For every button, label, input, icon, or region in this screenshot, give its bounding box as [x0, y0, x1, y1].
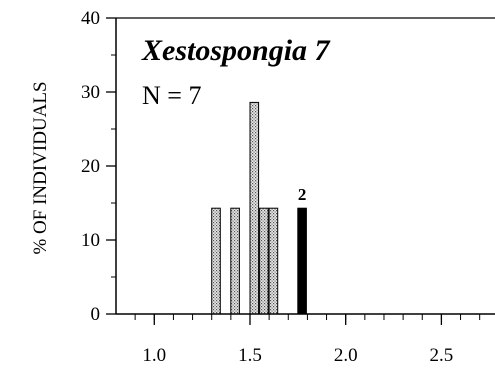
bar-1 [230, 207, 240, 315]
bar-0 [211, 207, 221, 315]
bars-group [211, 101, 307, 315]
y-tick-label-0: 0 [91, 304, 101, 325]
chart-title: Xestospongia 7 [141, 34, 331, 67]
bar-5 [297, 207, 307, 315]
y-axis-title: % OF INDIVIDUALS [30, 81, 51, 254]
x-tick-label-2: 2.0 [334, 345, 358, 366]
bar-3 [259, 207, 269, 315]
chart-subtitle: N = 7 [142, 81, 201, 110]
bar-label-5: 2 [298, 185, 307, 204]
y-tick-label-1: 10 [81, 230, 100, 251]
bar-2 [249, 101, 260, 315]
y-tick-label-2: 20 [81, 156, 100, 177]
x-tick-label-0: 1.0 [142, 345, 166, 366]
y-tick-label-3: 30 [81, 82, 100, 103]
x-tick-label-3: 2.5 [430, 345, 454, 366]
x-tick-label-1: 1.5 [238, 345, 262, 366]
y-tick-label-4: 40 [81, 8, 100, 29]
bar-4 [268, 207, 279, 315]
axes-group [106, 17, 495, 325]
